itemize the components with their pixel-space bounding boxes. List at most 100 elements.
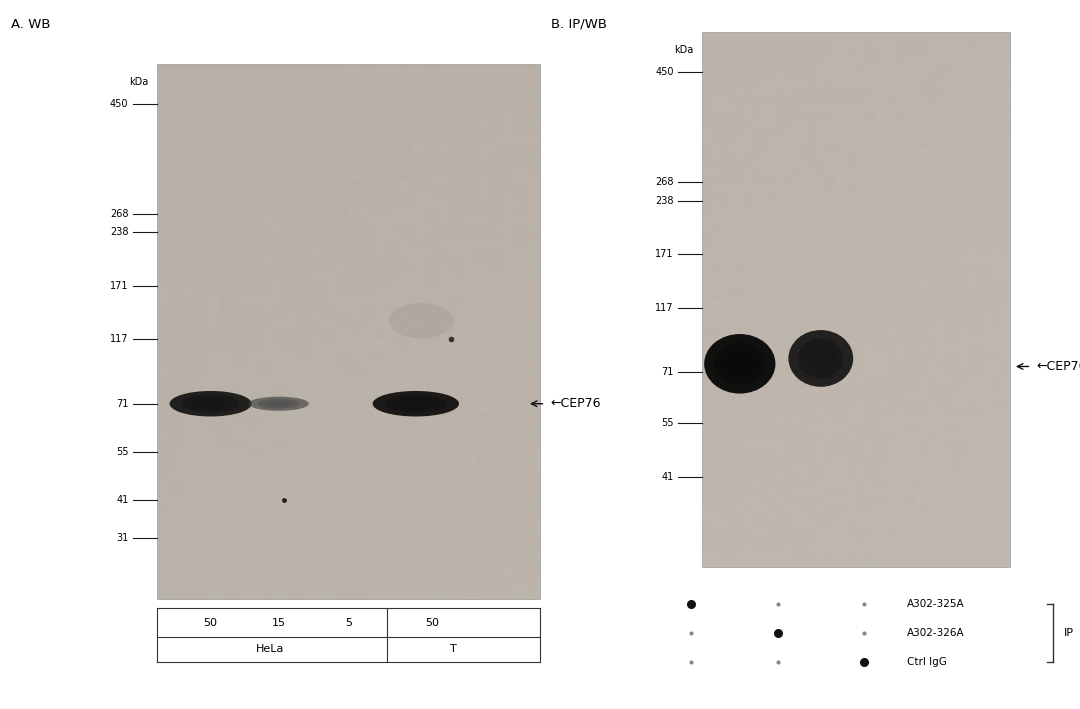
Bar (866, 513, 877, 523)
Bar (400, 287, 413, 296)
Bar (784, 211, 794, 219)
Bar (866, 192, 877, 201)
Bar (814, 415, 825, 425)
Bar (207, 287, 220, 296)
Bar (413, 581, 424, 590)
Bar (323, 554, 336, 564)
Bar (323, 546, 336, 554)
Bar (948, 157, 959, 166)
Bar (374, 73, 387, 82)
Bar (928, 112, 937, 121)
Bar (207, 180, 220, 189)
Bar (259, 91, 271, 99)
Bar (723, 94, 733, 104)
Bar (361, 581, 374, 590)
Bar (387, 492, 400, 501)
Bar (361, 554, 374, 564)
Bar (754, 540, 764, 549)
Bar (374, 153, 387, 162)
Bar (937, 318, 948, 326)
Bar (969, 104, 978, 112)
Bar (400, 242, 413, 251)
Bar (374, 590, 387, 599)
Bar (259, 305, 271, 313)
Bar (855, 219, 866, 228)
Bar (157, 564, 170, 572)
Bar (959, 41, 969, 50)
Bar (489, 296, 501, 305)
Bar (805, 451, 815, 460)
Bar (259, 350, 271, 358)
Ellipse shape (386, 395, 446, 413)
Bar (907, 211, 917, 219)
Bar (207, 118, 220, 126)
Bar (814, 184, 825, 193)
Bar (795, 112, 805, 121)
Bar (514, 564, 527, 572)
Bar (463, 581, 476, 590)
Bar (723, 228, 733, 237)
Bar (897, 201, 907, 211)
Bar (400, 162, 413, 171)
Bar (387, 394, 400, 403)
Bar (743, 59, 754, 67)
Bar (855, 104, 866, 112)
Bar (814, 121, 825, 130)
Bar (489, 465, 501, 474)
Bar (233, 216, 246, 224)
Bar (323, 287, 336, 296)
Bar (897, 157, 907, 166)
Bar (764, 281, 773, 291)
Bar (814, 264, 825, 273)
Bar (969, 469, 978, 478)
Bar (527, 242, 540, 251)
Bar (514, 144, 527, 153)
Bar (374, 323, 387, 332)
Bar (323, 91, 336, 99)
Bar (969, 59, 978, 67)
Bar (825, 139, 836, 148)
Bar (937, 94, 948, 104)
Bar (450, 430, 463, 438)
Bar (713, 318, 723, 326)
Bar (450, 287, 463, 296)
Bar (784, 86, 794, 94)
Bar (514, 180, 527, 189)
Bar (825, 41, 836, 50)
Bar (855, 451, 866, 460)
Bar (918, 77, 928, 86)
Bar (743, 362, 754, 371)
Bar (959, 228, 969, 237)
Bar (246, 233, 259, 242)
Bar (795, 86, 805, 94)
Bar (795, 166, 805, 174)
Bar (336, 376, 348, 385)
Bar (259, 564, 271, 572)
Bar (866, 487, 877, 496)
Bar (980, 513, 989, 523)
Bar (476, 313, 489, 323)
Bar (489, 527, 501, 537)
Bar (866, 549, 877, 558)
Bar (157, 358, 170, 367)
Bar (233, 126, 246, 135)
Bar (157, 171, 170, 180)
Bar (723, 344, 733, 353)
Bar (713, 219, 723, 228)
Bar (170, 135, 183, 144)
Bar (948, 219, 959, 228)
Bar (805, 32, 815, 41)
Bar (713, 255, 723, 264)
Bar (348, 332, 361, 340)
Bar (918, 433, 928, 442)
Bar (501, 564, 514, 572)
Bar (413, 126, 424, 135)
Bar (207, 412, 220, 420)
Bar (194, 367, 207, 376)
Bar (836, 77, 846, 86)
Bar (907, 192, 917, 201)
Bar (514, 260, 527, 269)
Bar (501, 537, 514, 546)
Bar (374, 483, 387, 492)
Bar (836, 112, 846, 121)
